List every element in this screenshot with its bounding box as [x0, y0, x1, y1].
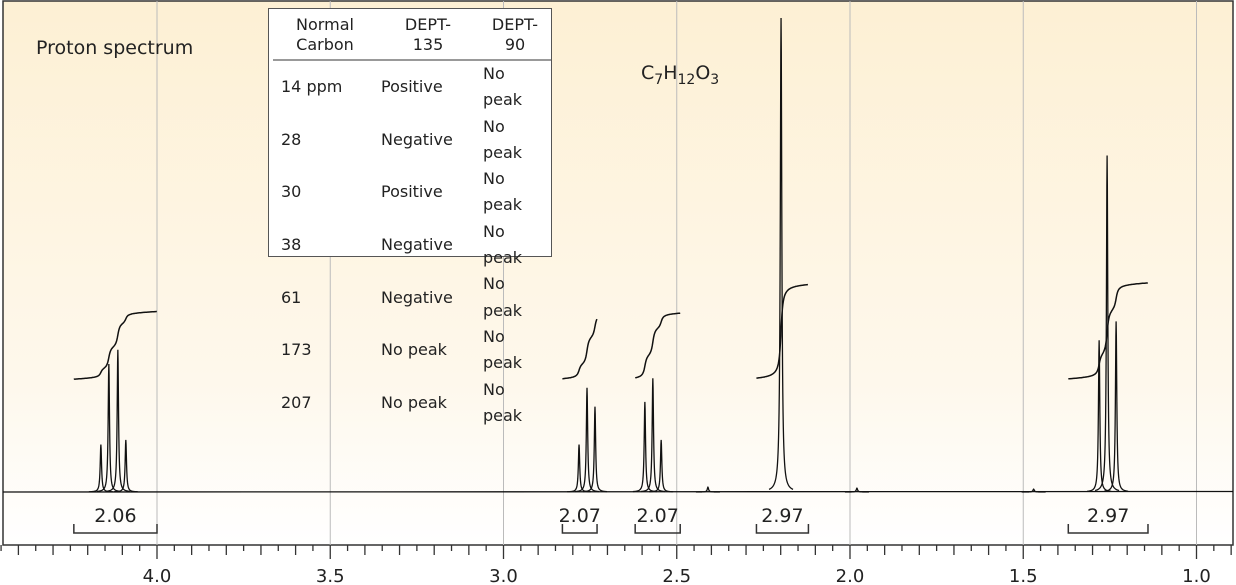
table-row: 173 No peak No peak	[273, 324, 551, 377]
plot-area	[2, 0, 1234, 546]
formula-h-count: 12	[677, 71, 696, 88]
formula-c-count: 7	[654, 71, 664, 88]
chart-title: Proton spectrum	[36, 37, 194, 59]
formula-o-count: 3	[710, 71, 720, 88]
table-cell: No peak	[483, 379, 523, 425]
table-cell: No peak	[381, 340, 447, 360]
molecular-formula: C7H12O3	[641, 62, 719, 88]
integral-label: 2.97	[761, 505, 803, 527]
table-cell: Negative	[381, 287, 453, 307]
peak-quartet-4.12	[96, 364, 121, 493]
peak-triplet-2.76	[574, 387, 600, 493]
integral-label: 2.06	[94, 505, 136, 527]
dept-table: Normal Carbon DEPT- 135 DEPT- 90 14 ppm Posi…	[268, 8, 552, 425]
table-cell: 14 ppm	[281, 77, 343, 97]
integral-label: 2.07	[559, 505, 601, 527]
integral-label: 2.97	[1087, 505, 1129, 527]
table-cell: Negative	[381, 129, 453, 149]
spectrum-baseline	[2, 490, 1234, 493]
table-cell: No peak	[483, 116, 523, 162]
header-dept-90: DEPT- 90	[479, 15, 551, 61]
x-tick-label: 2.0	[836, 566, 865, 585]
table-cell: Negative	[381, 234, 453, 254]
table-cell: No peak	[483, 326, 523, 373]
table-cell: 38	[281, 234, 302, 254]
peak-impurity	[1021, 488, 1046, 493]
integral-label: 2.07	[637, 505, 679, 527]
table-row: 14 ppm Positive No peak	[273, 60, 551, 114]
table-cell: Positive	[381, 182, 443, 202]
table-cell: No peak	[483, 64, 523, 110]
table-row: 61 Negative No peak	[273, 271, 551, 324]
table-cell: No peak	[381, 392, 447, 412]
integral-bracket	[634, 524, 681, 534]
table-cell: No peak	[483, 221, 523, 268]
x-tick-label: 1.5	[1009, 566, 1038, 585]
peak-triplet-2.76	[582, 406, 608, 493]
table-cell: Positive	[381, 77, 443, 97]
formula-c: C	[641, 62, 655, 84]
table-cell: 207	[281, 392, 312, 412]
peak-triplet-2.57	[640, 378, 665, 493]
integral-bracket	[1067, 524, 1149, 534]
x-tick-label: 3.5	[316, 566, 345, 585]
peak-quartet-4.12	[105, 349, 130, 493]
table-row: 28 Negative No peak	[273, 114, 551, 167]
table-cell: 28	[281, 129, 302, 149]
peak-triplet-2.57	[649, 439, 674, 493]
table-row: 207 No peak No peak	[273, 377, 551, 430]
table-row: 38 Negative No peak	[273, 219, 551, 272]
x-tick-label: 4.0	[143, 566, 172, 585]
table-cell: 173	[281, 340, 312, 360]
integral-bracket	[561, 524, 598, 534]
peak-triplet-1.26	[1104, 321, 1129, 492]
integral-curve	[562, 318, 598, 380]
table-cell: No peak	[483, 274, 523, 320]
peak-impurity	[695, 485, 720, 493]
formula-o: O	[695, 62, 711, 84]
integral-curve	[73, 310, 157, 380]
table-cell: No peak	[483, 169, 523, 215]
peak-singlet-2.20	[768, 17, 794, 490]
x-tick-label: 2.5	[662, 566, 691, 585]
table-cell: 30	[281, 182, 302, 202]
integral-curve	[1068, 282, 1148, 380]
x-tick-label: 3.0	[489, 566, 518, 585]
integral-bracket	[73, 524, 158, 534]
integral-bracket	[755, 524, 810, 534]
header-normal-carbon: Normal Carbon	[273, 15, 377, 61]
table-row: 30 Positive No peak	[273, 166, 551, 219]
integral-curve	[756, 283, 808, 379]
formula-h: H	[663, 62, 678, 84]
peak-quartet-4.12	[113, 439, 138, 493]
table-cell: 61	[281, 287, 302, 307]
header-dept-135: DEPT- 135	[377, 15, 479, 61]
x-tick-label: 1.0	[1182, 566, 1211, 585]
peak-triplet-1.26	[1094, 155, 1120, 492]
peak-impurity	[844, 487, 869, 493]
integral-curve	[635, 312, 681, 379]
